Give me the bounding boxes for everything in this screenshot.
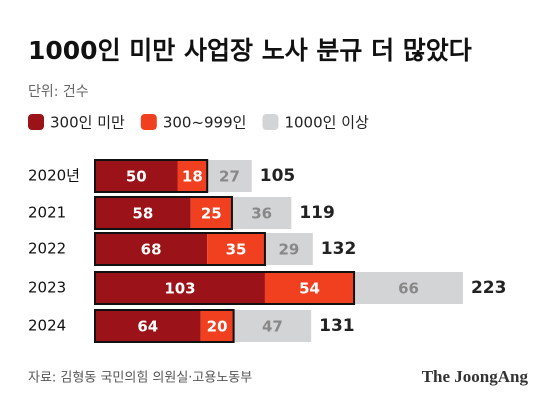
bar-segment xyxy=(264,272,355,304)
bar-segment xyxy=(231,197,292,229)
bar-segment xyxy=(95,233,208,265)
value-label: 54 xyxy=(299,280,320,298)
legend-label: 300~999인 xyxy=(163,114,247,132)
y-tick-label: 2023 xyxy=(28,279,66,297)
bar-segment xyxy=(354,272,463,304)
bar-segment xyxy=(207,233,265,265)
legend-swatch xyxy=(28,114,44,130)
value-label: 68 xyxy=(141,241,162,259)
under-1000-outline xyxy=(94,159,209,193)
bar-segment xyxy=(177,160,208,192)
value-label: 64 xyxy=(137,318,158,336)
brand: The JoongAng xyxy=(422,367,529,386)
total-label: 119 xyxy=(299,203,335,223)
under-1000-outline xyxy=(94,196,233,230)
bar-segment xyxy=(95,310,201,342)
y-tick-label: 2021 xyxy=(28,204,66,222)
chart-subtitle: 단위: 건수 xyxy=(28,84,89,100)
value-label: 103 xyxy=(164,280,195,298)
value-label: 27 xyxy=(219,168,240,186)
legend-label: 1000인 이상 xyxy=(284,114,369,132)
under-1000-outline xyxy=(94,271,356,305)
bar-segment xyxy=(200,310,234,342)
bar-segment xyxy=(264,233,313,265)
value-label: 20 xyxy=(207,318,228,336)
value-label: 66 xyxy=(398,280,419,298)
legend-label: 300인 미만 xyxy=(50,114,125,132)
total-label: 223 xyxy=(471,278,507,298)
bar-segment xyxy=(190,197,232,229)
total-label: 132 xyxy=(321,239,357,259)
value-label: 29 xyxy=(278,241,299,259)
under-1000-outline xyxy=(94,309,235,343)
bar-segment xyxy=(233,310,312,342)
bar-segment xyxy=(95,272,265,304)
y-tick-label: 2024 xyxy=(28,317,66,335)
y-tick-label: 2022 xyxy=(28,240,66,258)
bar-segment xyxy=(95,197,191,229)
total-label: 131 xyxy=(319,316,355,336)
y-tick-label: 2020년 xyxy=(28,167,80,185)
under-1000-outline xyxy=(94,232,266,266)
value-label: 36 xyxy=(251,205,272,223)
legend-swatch xyxy=(140,114,157,130)
value-label: 58 xyxy=(132,205,153,223)
source: 자료: 김형동 국민의힘 의원실·고용노동부 xyxy=(28,371,252,386)
value-label: 25 xyxy=(201,205,222,223)
total-label: 105 xyxy=(260,166,296,186)
value-label: 50 xyxy=(126,168,147,186)
chart-title: 1000인 미만 사업장 노사 분규 더 많았다 xyxy=(28,36,472,65)
legend-swatch xyxy=(262,114,279,130)
bar-segment xyxy=(207,160,252,192)
value-label: 35 xyxy=(226,241,247,259)
value-label: 47 xyxy=(262,318,283,336)
bar-segment xyxy=(95,160,178,192)
value-label: 18 xyxy=(182,168,203,186)
